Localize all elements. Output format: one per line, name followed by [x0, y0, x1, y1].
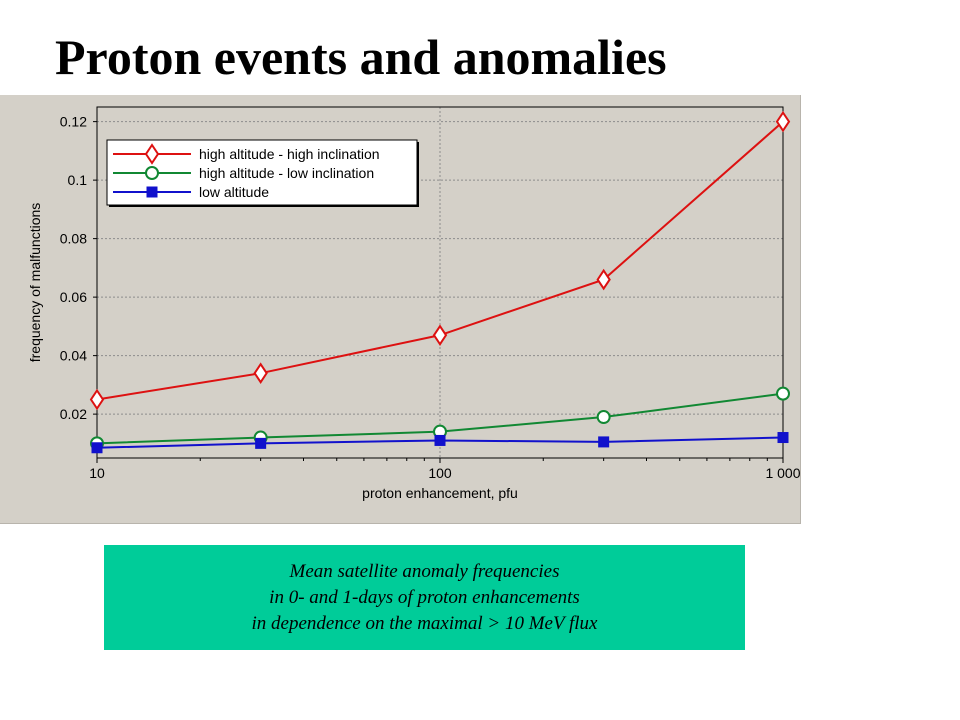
y-tick-label: 0.04	[60, 348, 87, 364]
y-tick-label: 0.06	[60, 289, 87, 305]
y-tick-label: 0.1	[68, 172, 88, 188]
data-point-series-1	[775, 110, 791, 133]
chart-panel: 0.02 0.04 0.06 0.08 0.1 0.12 10 100 1 000 proton …	[0, 95, 801, 524]
y-tick-label: 0.02	[60, 406, 87, 422]
data-point-series-2	[776, 386, 790, 401]
data-point-series-3	[434, 434, 446, 446]
x-axis-label: proton enhancement, pfu	[362, 485, 518, 501]
legend-label-2: high altitude - low inclination	[199, 165, 374, 181]
data-point-series-3	[777, 432, 789, 444]
x-tick-label: 10	[89, 465, 105, 481]
line-chart: 0.02 0.04 0.06 0.08 0.1 0.12 10 100 1 000 proton …	[27, 106, 800, 501]
caption-line-3: in dependence on the maximal > 10 MeV fl…	[251, 612, 598, 634]
legend-label-3: low altitude	[199, 184, 269, 200]
x-tick-label: 100	[428, 465, 452, 481]
data-point-series-1	[596, 268, 611, 291]
data-point-series-1	[89, 388, 105, 411]
legend-marker-1	[144, 143, 160, 165]
y-tick-label: 0.08	[60, 231, 87, 247]
y-axis-label: frequency of malfunctions	[27, 203, 43, 363]
data-point-series-1	[253, 362, 268, 384]
slide-title: Proton events and anomalies	[55, 29, 667, 85]
y-tick-label: 0.12	[60, 114, 87, 130]
data-point-series-2	[596, 410, 611, 425]
data-point-series-3	[255, 437, 267, 449]
legend-label-1: high altitude - high inclination	[199, 146, 380, 162]
caption-line-1: Mean satellite anomaly frequencies	[289, 560, 560, 582]
x-tick-label: 1 000	[765, 465, 800, 481]
data-point-series-3	[91, 442, 103, 454]
data-point-series-3	[598, 436, 610, 448]
data-point-series-1	[432, 324, 448, 346]
caption-box: Mean satellite anomaly frequencies in 0-…	[104, 545, 745, 650]
legend-marker-2	[145, 166, 159, 180]
caption-line-2: in 0- and 1-days of proton enhancements	[269, 586, 580, 608]
legend-marker-3	[146, 186, 158, 198]
